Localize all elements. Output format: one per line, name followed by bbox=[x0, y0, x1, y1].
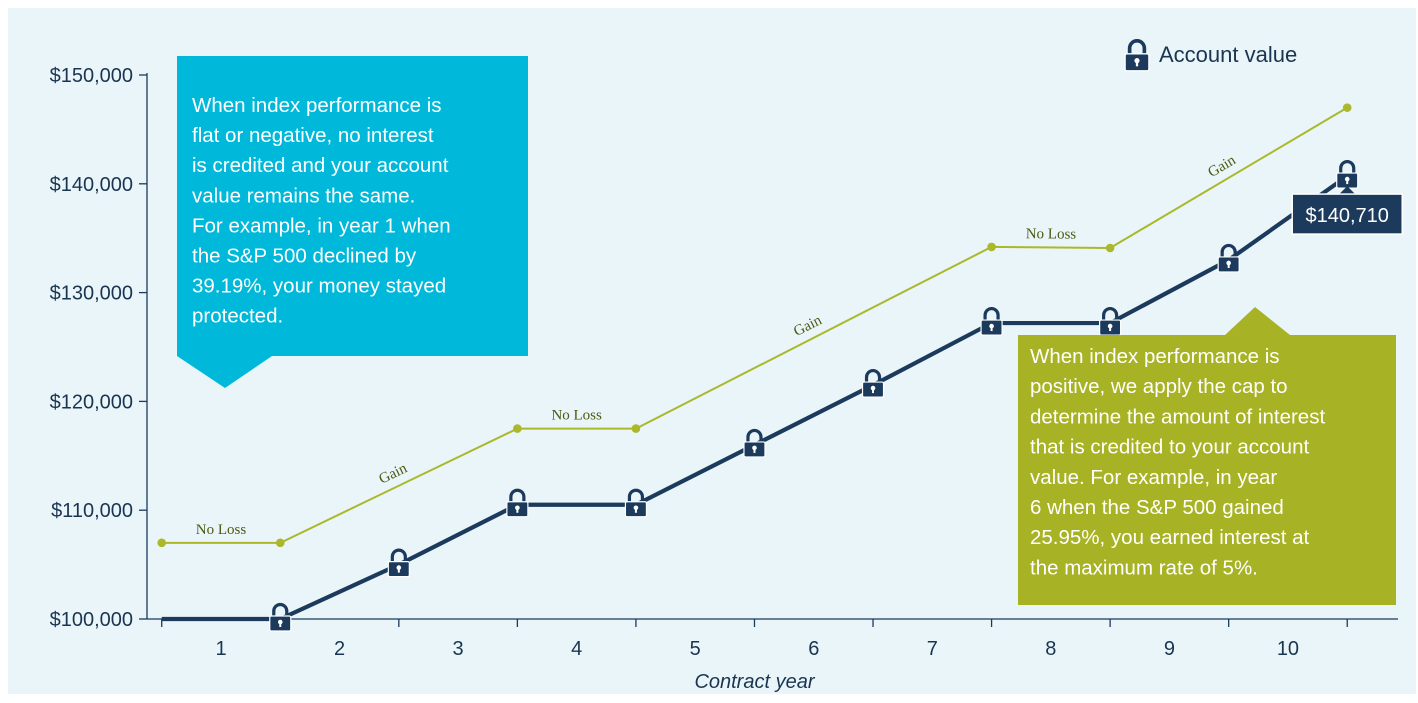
index-point bbox=[1105, 243, 1115, 253]
callout-text-line: 6 when the S&P 500 gained bbox=[1030, 496, 1284, 519]
callout-text-line: determine the amount of interest bbox=[1030, 405, 1325, 428]
callout-text-line: protected. bbox=[192, 305, 283, 328]
callout-text-line: flat or negative, no interest bbox=[192, 124, 434, 147]
y-tick-label: $140,000 bbox=[50, 174, 133, 196]
x-tick-label: 9 bbox=[1164, 638, 1175, 660]
y-tick-label: $100,000 bbox=[50, 609, 133, 631]
x-tick-label: 10 bbox=[1277, 638, 1299, 660]
callout-text-line: the maximum rate of 5%. bbox=[1030, 556, 1258, 579]
x-tick-label: 6 bbox=[808, 638, 819, 660]
end-value-pointer bbox=[1339, 186, 1356, 195]
x-tick-label: 7 bbox=[927, 638, 938, 660]
y-tick-label: $150,000 bbox=[50, 65, 133, 87]
callout-text-line: 39.19%, your money stayed bbox=[192, 275, 446, 298]
segment-label: No Loss bbox=[1026, 226, 1077, 242]
x-tick-label: 1 bbox=[215, 638, 226, 660]
x-tick-label: 3 bbox=[453, 638, 464, 660]
end-value-label: $140,710 bbox=[1306, 205, 1389, 227]
legend-label: Account value bbox=[1159, 42, 1297, 67]
index-point bbox=[631, 424, 641, 433]
index-point bbox=[513, 424, 522, 433]
index-point bbox=[987, 242, 996, 252]
index-point bbox=[157, 538, 167, 548]
y-tick-label: $130,000 bbox=[50, 283, 133, 305]
callout-text-line: value remains the same. bbox=[192, 184, 415, 207]
segment-label: No Loss bbox=[551, 408, 602, 424]
index-point bbox=[275, 538, 285, 548]
y-tick-label: $110,000 bbox=[51, 500, 133, 522]
callout-text-line: value. For example, in year bbox=[1030, 466, 1277, 489]
callout-text-line: that is credited to your account bbox=[1030, 436, 1309, 459]
callout-text-line: For example, in year 1 when bbox=[192, 214, 451, 237]
callout-text-line: 25.95%, you earned interest at bbox=[1030, 526, 1310, 549]
callout-text-line: When index performance is bbox=[192, 94, 442, 117]
callout-text-line: is credited and your account bbox=[192, 154, 449, 177]
callout-text-line: positive, we apply the cap to bbox=[1030, 375, 1288, 398]
x-tick-label: 5 bbox=[690, 638, 701, 660]
x-tick-label: 4 bbox=[571, 638, 582, 660]
callout-cap-applied bbox=[1018, 307, 1396, 605]
x-tick-label: 8 bbox=[1045, 638, 1056, 660]
end-value-badge bbox=[1291, 193, 1403, 235]
x-axis-label: Contract year bbox=[694, 671, 815, 693]
y-tick-label: $120,000 bbox=[50, 391, 133, 413]
x-tick-label: 2 bbox=[334, 638, 345, 660]
segment-label: No Loss bbox=[196, 522, 247, 538]
callout-text-line: When index performance is bbox=[1030, 345, 1280, 368]
callout-no-interest bbox=[177, 56, 528, 388]
callout-text-line: the S&P 500 declined by bbox=[192, 245, 417, 268]
index-point bbox=[1342, 103, 1352, 112]
